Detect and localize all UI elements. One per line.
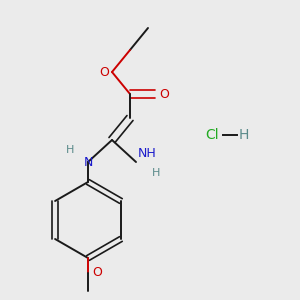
Text: O: O [159,88,169,100]
Text: Cl: Cl [205,128,219,142]
Text: O: O [92,266,102,280]
Text: H: H [152,168,160,178]
Text: H: H [239,128,249,142]
Text: NH: NH [138,147,157,160]
Text: N: N [83,155,93,169]
Text: O: O [99,65,109,79]
Text: H: H [66,145,74,155]
